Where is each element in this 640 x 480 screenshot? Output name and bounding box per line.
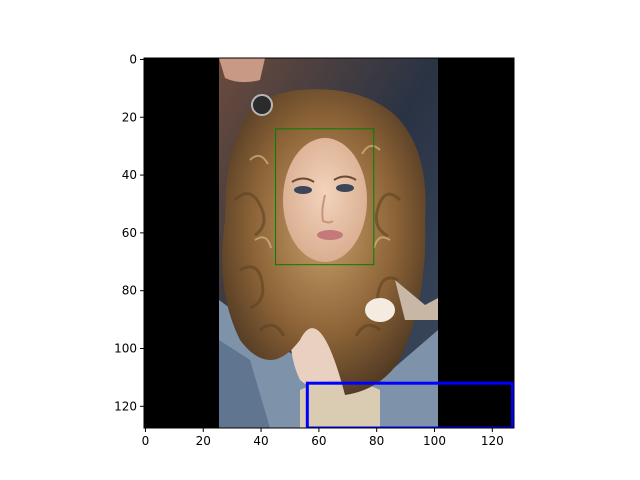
y-axis-ticks: 0 20 40 60 80 100 120: [114, 52, 144, 413]
image-axes: 0 20 40 60 80 100 120 0 20 40 60 80 100 120: [114, 52, 515, 448]
left-padding: [144, 58, 219, 428]
y-tick-label: 100: [114, 342, 137, 356]
x-tick-label: 20: [196, 434, 211, 448]
image-content: [144, 58, 514, 428]
y-tick-label: 40: [122, 168, 137, 182]
x-tick-label: 60: [311, 434, 326, 448]
y-tick-label: 60: [122, 226, 137, 240]
portrait-photo-icon: [219, 58, 438, 428]
x-tick-label: 80: [369, 434, 384, 448]
x-axis-ticks: 0 20 40 60 80 100 120: [142, 428, 504, 448]
x-tick-label: 100: [423, 434, 446, 448]
annotation-boxes: [275, 128, 514, 428]
right-padding: [438, 58, 514, 428]
y-tick-label: 0: [129, 52, 137, 66]
axes-frame: [143, 57, 515, 429]
face-box: [275, 128, 375, 266]
y-tick-label: 20: [122, 110, 137, 124]
y-tick-label: 120: [114, 399, 137, 413]
y-tick-label: 80: [122, 284, 137, 298]
blue-box: [305, 381, 514, 428]
x-tick-label: 40: [253, 434, 268, 448]
x-tick-label: 120: [481, 434, 504, 448]
x-tick-label: 0: [142, 434, 150, 448]
